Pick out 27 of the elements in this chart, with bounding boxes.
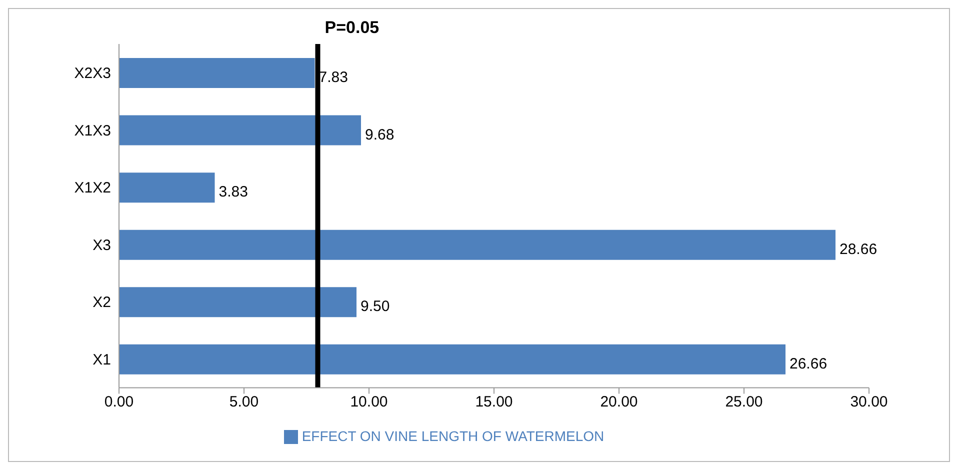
y-tick-label: X1X2 (74, 180, 111, 197)
y-tick-label: X3 (92, 236, 111, 254)
data-label: 26.66 (790, 355, 828, 372)
bar (119, 287, 356, 318)
data-label: 28.66 (840, 240, 878, 258)
data-label: 7.83 (318, 69, 348, 86)
bar (119, 58, 315, 88)
x-tick-label: 20.00 (600, 393, 638, 410)
data-label: 9.68 (365, 126, 394, 144)
bar (119, 115, 361, 146)
x-tick-label: 30.00 (850, 393, 888, 410)
text: P=0.05 (324, 18, 380, 38)
y-tick-label: X2X3 (74, 64, 111, 82)
data-label: 9.50 (360, 298, 390, 316)
y-tick-label: X2 (92, 294, 111, 312)
bar (119, 344, 786, 374)
bar (119, 230, 836, 260)
x-tick-label: 25.00 (725, 393, 763, 410)
y-tick-label: X1X3 (74, 122, 111, 140)
bar (119, 172, 215, 203)
x-tick-label: 0.00 (104, 393, 134, 410)
x-tick-label: 10.00 (350, 393, 388, 410)
data-label: 3.83 (218, 184, 248, 201)
x-tick-label: 5.00 (229, 393, 259, 410)
x-tick-label: 15.00 (475, 393, 513, 410)
y-tick-label: X1 (92, 351, 111, 368)
legend-label: EFFECT ON VINE LENGTH OF WATERMELON (302, 428, 604, 444)
